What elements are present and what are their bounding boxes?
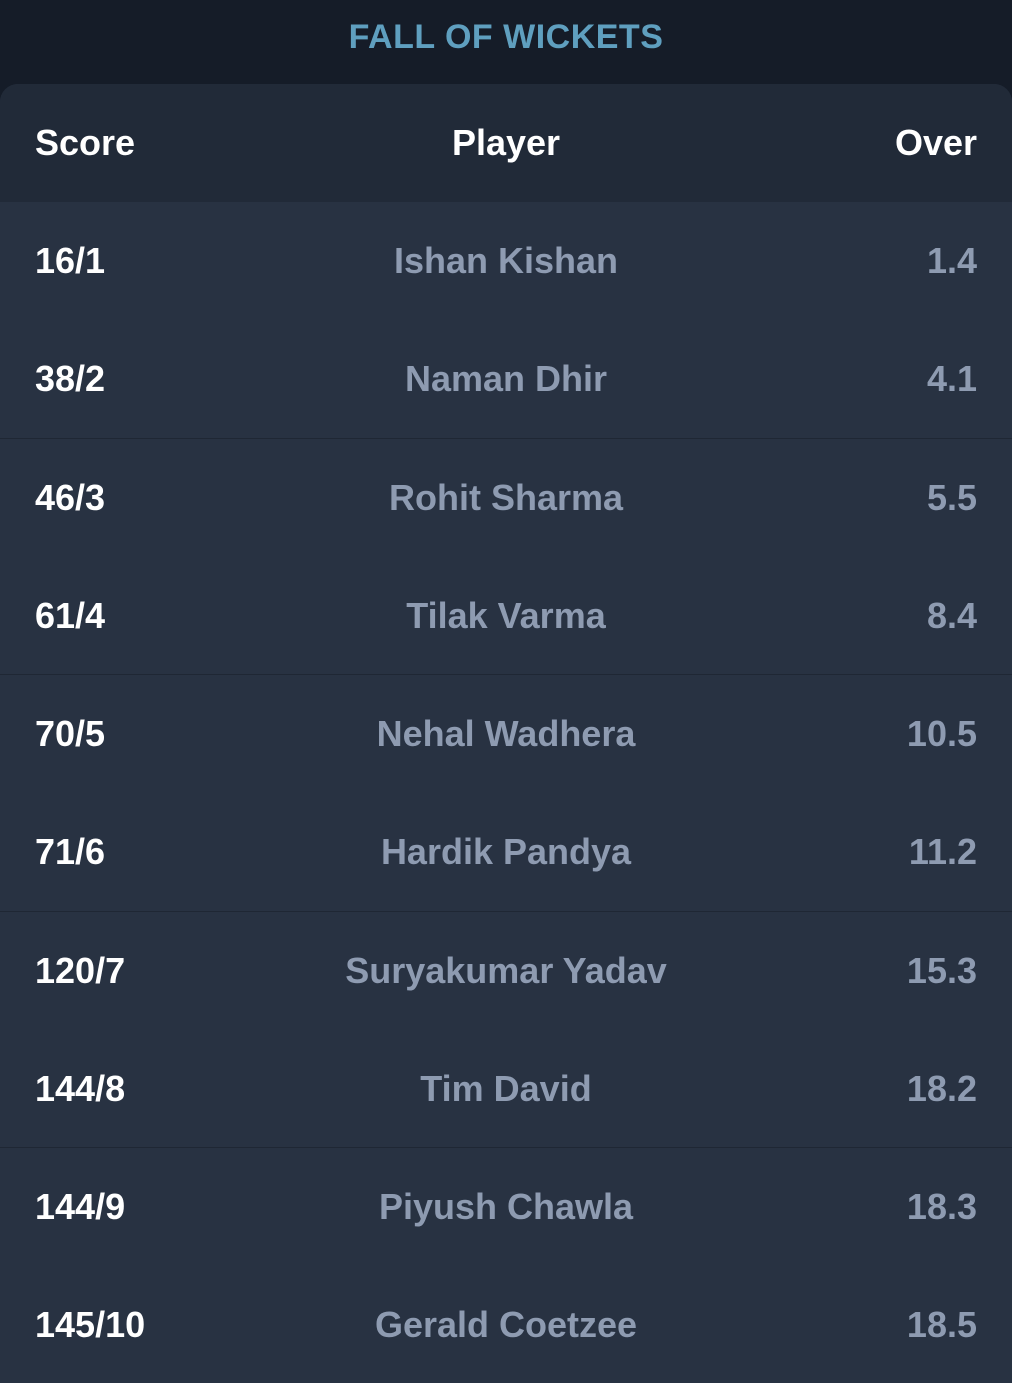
player-cell: Suryakumar Yadav	[345, 949, 667, 991]
table-row: 71/6 Hardik Pandya 11.2	[0, 793, 1012, 911]
over-cell: 18.5	[906, 1304, 977, 1345]
score-cell: 120/7	[35, 949, 126, 991]
table-row: 144/9 Piyush Chawla 18.3	[0, 1148, 1012, 1266]
player-cell: Piyush Chawla	[378, 1186, 634, 1227]
fall-of-wickets-table: Score Player Over 16/1 Ishan Kishan 1.4 …	[0, 84, 1012, 1383]
row-group: 144/9 Piyush Chawla 18.3 145/10 Gerald C…	[0, 1148, 1012, 1383]
table-row: 46/3 Rohit Sharma 5.5	[0, 439, 1012, 557]
score-cell: 144/8	[35, 1067, 126, 1109]
table-row: 70/5 Nehal Wadhera 10.5	[0, 675, 1012, 793]
player-cell: Tilak Varma	[406, 594, 606, 636]
table-row: 61/4 Tilak Varma 8.4	[0, 557, 1012, 675]
table-row: 145/10 Gerald Coetzee 18.5	[0, 1266, 1012, 1383]
row-group: 120/7 Suryakumar Yadav 15.3 144/8 Tim Da…	[0, 912, 1012, 1148]
table-row: 38/2 Naman Dhir 4.1	[0, 320, 1012, 438]
table-row: 144/8 Tim David 18.2	[0, 1030, 1012, 1148]
over-cell: 1.4	[926, 240, 977, 281]
score-cell: 38/2	[35, 358, 106, 399]
over-cell: 4.1	[926, 358, 977, 399]
table-row: 120/7 Suryakumar Yadav 15.3	[0, 912, 1012, 1030]
score-cell: 16/1	[35, 240, 106, 281]
row-group: 70/5 Nehal Wadhera 10.5 71/6 Hardik Pand…	[0, 675, 1012, 912]
score-cell: 144/9	[35, 1186, 126, 1227]
column-header-player: Player	[451, 122, 561, 163]
over-cell: 18.2	[906, 1067, 977, 1109]
row-group: 16/1 Ishan Kishan 1.4 38/2 Naman Dhir 4.…	[0, 202, 1012, 439]
title-bar: FALL OF WICKETS	[0, 0, 1012, 84]
player-cell: Rohit Sharma	[388, 476, 624, 518]
table-row: 16/1 Ishan Kishan 1.4	[0, 202, 1012, 320]
table-header: Score Player Over	[0, 84, 1012, 202]
row-group: 46/3 Rohit Sharma 5.5 61/4 Tilak Varma 8…	[0, 439, 1012, 675]
over-cell: 11.2	[908, 831, 977, 872]
score-cell: 46/3	[35, 476, 106, 518]
player-cell: Nehal Wadhera	[376, 713, 636, 754]
player-cell: Gerald Coetzee	[374, 1304, 638, 1345]
player-cell: Tim David	[420, 1067, 592, 1109]
over-cell: 10.5	[906, 713, 977, 754]
player-cell: Ishan Kishan	[393, 240, 619, 281]
over-cell: 8.4	[926, 594, 977, 636]
page-title: FALL OF WICKETS	[348, 17, 664, 56]
score-cell: 61/4	[35, 594, 106, 636]
player-cell: Hardik Pandya	[380, 831, 632, 872]
column-header-score: Score	[35, 122, 136, 163]
score-cell: 71/6	[35, 831, 106, 872]
player-cell: Naman Dhir	[404, 358, 608, 399]
over-cell: 18.3	[906, 1186, 977, 1227]
over-cell: 15.3	[906, 949, 977, 991]
over-cell: 5.5	[926, 476, 977, 518]
score-cell: 145/10	[35, 1304, 146, 1345]
column-header-over: Over	[894, 122, 977, 163]
score-cell: 70/5	[35, 713, 106, 754]
